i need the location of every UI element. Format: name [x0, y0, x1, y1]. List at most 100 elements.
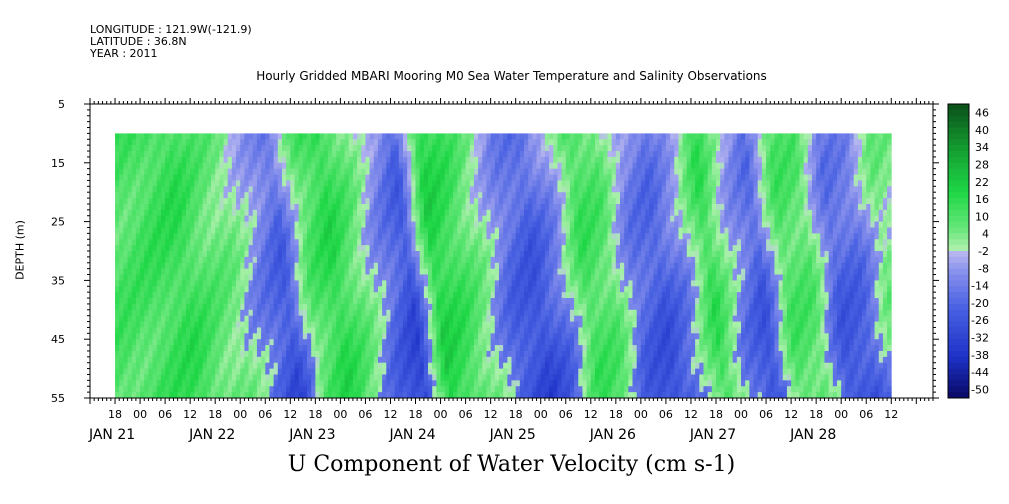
heatmap-cell [361, 356, 366, 364]
heatmap-cell [457, 327, 462, 334]
heatmap-cell [348, 333, 354, 340]
heatmap-cell [469, 280, 475, 287]
heatmap-cell [127, 345, 133, 352]
heatmap-cell [261, 327, 266, 334]
heatmap-cell [407, 321, 412, 328]
heatmap-cell [444, 139, 450, 146]
heatmap-cell [281, 356, 287, 364]
heatmap-cell [206, 245, 212, 252]
heatmap-cell [524, 198, 529, 205]
heatmap-cell [156, 327, 162, 334]
heatmap-cell [173, 174, 179, 181]
heatmap-cell [532, 209, 537, 217]
heatmap-cell [290, 368, 295, 375]
heatmap-cell [227, 345, 233, 352]
heatmap-cell [248, 203, 254, 211]
heatmap-cell [352, 327, 358, 334]
heatmap-cell [494, 192, 500, 199]
heatmap-cell [569, 303, 575, 311]
heatmap-cell [315, 198, 320, 205]
heatmap-cell [240, 298, 245, 305]
heatmap-cell [140, 392, 145, 399]
heatmap-cell [190, 168, 195, 175]
heatmap-cell [340, 251, 345, 258]
heatmap-cell [269, 286, 275, 293]
heatmap-cell [294, 168, 300, 175]
heatmap-cell [457, 133, 462, 140]
heatmap-cell [252, 380, 258, 387]
heatmap-cell [344, 321, 350, 328]
heatmap-cell [528, 239, 533, 246]
heatmap-cell [432, 168, 437, 175]
heatmap-cell [469, 350, 475, 358]
heatmap-cell [423, 262, 429, 270]
heatmap-cell [373, 368, 379, 375]
heatmap-cell [465, 350, 471, 358]
heatmap-cell [428, 256, 433, 264]
heatmap-cell [240, 350, 245, 358]
heatmap-cell [169, 227, 174, 234]
heatmap-cell [503, 392, 508, 399]
heatmap-cell [565, 292, 571, 299]
heatmap-cell [327, 233, 333, 240]
heatmap-cell [236, 145, 241, 152]
heatmap-cell [344, 333, 350, 340]
heatmap-cell [311, 239, 316, 246]
heatmap-cell [240, 156, 245, 164]
heatmap-cell [498, 280, 504, 287]
heatmap-cell [357, 251, 362, 258]
heatmap-cell [486, 215, 492, 222]
heatmap-cell [261, 251, 266, 258]
heatmap-cell [428, 151, 433, 158]
heatmap-cell [373, 145, 379, 152]
heatmap-cell [286, 227, 291, 234]
heatmap-cell [428, 180, 433, 187]
heatmap-cell [165, 151, 170, 158]
heatmap-cell [277, 145, 283, 152]
heatmap-cell [123, 274, 128, 281]
heatmap-cell [398, 303, 404, 311]
heatmap-cell [448, 221, 454, 228]
heatmap-cell [115, 174, 120, 181]
heatmap-cell [277, 203, 283, 211]
heatmap-cell [482, 286, 487, 293]
heatmap-cell [302, 245, 308, 252]
heatmap-cell [177, 292, 183, 299]
heatmap-cell [382, 145, 387, 152]
heatmap-cell [544, 333, 550, 340]
heatmap-cell [190, 251, 195, 258]
heatmap-cell [344, 303, 350, 311]
heatmap-cell [269, 221, 275, 228]
heatmap-cell [361, 315, 366, 322]
heatmap-cell [498, 162, 504, 170]
heatmap-cell [294, 286, 300, 293]
heatmap-cell [311, 350, 316, 358]
heatmap-cell [511, 215, 517, 222]
heatmap-cell [219, 151, 224, 158]
heatmap-cell [269, 380, 275, 387]
heatmap-cell [127, 333, 133, 340]
heatmap-cell [244, 192, 249, 199]
heatmap-cell [332, 198, 337, 205]
heatmap-cell [211, 239, 216, 246]
heatmap-cell [177, 209, 183, 217]
heatmap-cell [206, 192, 212, 199]
heatmap-cell [494, 151, 500, 158]
heatmap-cell [486, 292, 492, 299]
heatmap-cell [461, 139, 466, 146]
heatmap-cell [515, 245, 521, 252]
heatmap-cell [215, 162, 220, 170]
heatmap-cell [377, 286, 383, 293]
heatmap-cell [294, 198, 300, 205]
heatmap-cell [524, 327, 529, 334]
heatmap-cell [482, 333, 487, 340]
heatmap-cell [436, 356, 441, 364]
heatmap-cell [169, 251, 174, 258]
heatmap-cell [519, 233, 525, 240]
heatmap-cell [415, 298, 421, 305]
heatmap-cell [206, 215, 212, 222]
heatmap-cell [281, 392, 287, 399]
heatmap-cell [135, 321, 141, 328]
heatmap-cell [211, 139, 216, 146]
heatmap-cell [382, 151, 387, 158]
